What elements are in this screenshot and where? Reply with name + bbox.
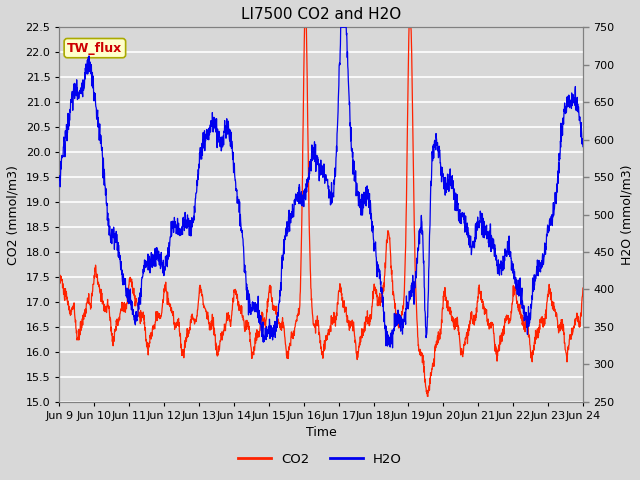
H2O bbox=[579, 144, 587, 149]
CO2 bbox=[56, 275, 63, 281]
CO2 bbox=[579, 285, 587, 291]
CO2 bbox=[564, 347, 572, 353]
CO2 bbox=[310, 321, 318, 327]
Title: LI7500 CO2 and H2O: LI7500 CO2 and H2O bbox=[241, 7, 401, 22]
CO2 bbox=[296, 292, 304, 298]
H2O bbox=[56, 176, 63, 182]
Line: H2O: H2O bbox=[60, 27, 583, 348]
CO2 bbox=[424, 394, 432, 399]
H2O bbox=[468, 244, 476, 250]
CO2 bbox=[564, 343, 572, 349]
Y-axis label: CO2 (mmol/m3): CO2 (mmol/m3) bbox=[7, 165, 20, 264]
CO2 bbox=[83, 306, 90, 312]
Text: TW_flux: TW_flux bbox=[67, 42, 122, 55]
H2O bbox=[296, 197, 304, 203]
X-axis label: Time: Time bbox=[306, 426, 337, 440]
CO2 bbox=[468, 317, 476, 323]
H2O bbox=[564, 93, 572, 99]
CO2 bbox=[301, 24, 308, 30]
H2O bbox=[83, 65, 90, 71]
H2O bbox=[564, 104, 572, 109]
H2O bbox=[337, 24, 344, 30]
H2O bbox=[310, 156, 318, 162]
Legend: CO2, H2O: CO2, H2O bbox=[233, 447, 407, 471]
Y-axis label: H2O (mmol/m3): H2O (mmol/m3) bbox=[620, 164, 633, 265]
H2O bbox=[388, 345, 396, 351]
Line: CO2: CO2 bbox=[60, 27, 583, 396]
